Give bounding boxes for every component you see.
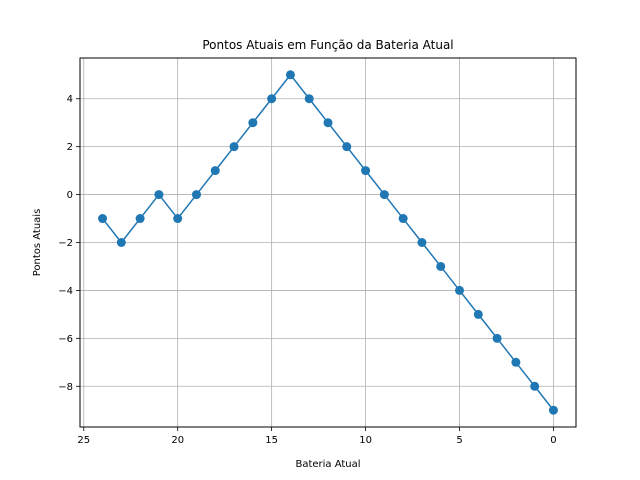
y-tick-label: −4 <box>58 286 73 297</box>
data-point <box>511 357 521 367</box>
y-tick-label: 4 <box>67 94 73 105</box>
data-point <box>154 190 164 200</box>
grid <box>80 58 576 427</box>
data-point <box>229 142 239 152</box>
x-tick-label: 20 <box>171 435 184 446</box>
x-tick-label: 5 <box>456 435 462 446</box>
data-point <box>530 381 540 391</box>
data-point <box>417 238 427 247</box>
data-point <box>135 214 145 224</box>
data-point <box>173 214 183 224</box>
y-tick-label: −2 <box>58 238 73 249</box>
x-axis-label: Bateria Atual <box>295 459 360 470</box>
x-tick-label: 15 <box>265 435 278 446</box>
data-point <box>361 166 371 176</box>
y-tick-label: 2 <box>67 142 73 153</box>
x-tick-label: 10 <box>359 435 372 446</box>
data-point <box>248 118 258 128</box>
data-point <box>436 261 446 271</box>
data-point <box>548 405 558 415</box>
x-axis-ticks: 25 20 15 10 5 0 <box>77 427 557 446</box>
chart-title: Pontos Atuais em Função da Bateria Atual <box>202 38 453 52</box>
y-axis-ticks: 4 2 0 −2 −4 −6 −8 <box>58 94 80 393</box>
y-tick-label: −6 <box>58 334 73 345</box>
data-point <box>379 190 389 200</box>
data-point <box>492 333 502 343</box>
data-point <box>116 238 126 247</box>
data-point <box>323 118 333 128</box>
series-layer <box>98 70 558 415</box>
data-point <box>455 285 465 295</box>
data-point <box>342 142 352 152</box>
x-tick-label: 25 <box>77 435 90 446</box>
y-tick-label: 0 <box>67 190 73 201</box>
data-point <box>98 214 108 224</box>
x-tick-label: 0 <box>550 435 556 446</box>
y-axis-label: Pontos Atuais <box>32 209 43 277</box>
data-point <box>191 190 201 200</box>
data-point <box>285 70 295 80</box>
y-tick-label: −8 <box>58 382 73 393</box>
data-point <box>210 166 220 176</box>
data-point <box>267 94 277 104</box>
data-point <box>398 214 408 224</box>
data-point <box>473 309 483 319</box>
data-point <box>304 94 314 104</box>
